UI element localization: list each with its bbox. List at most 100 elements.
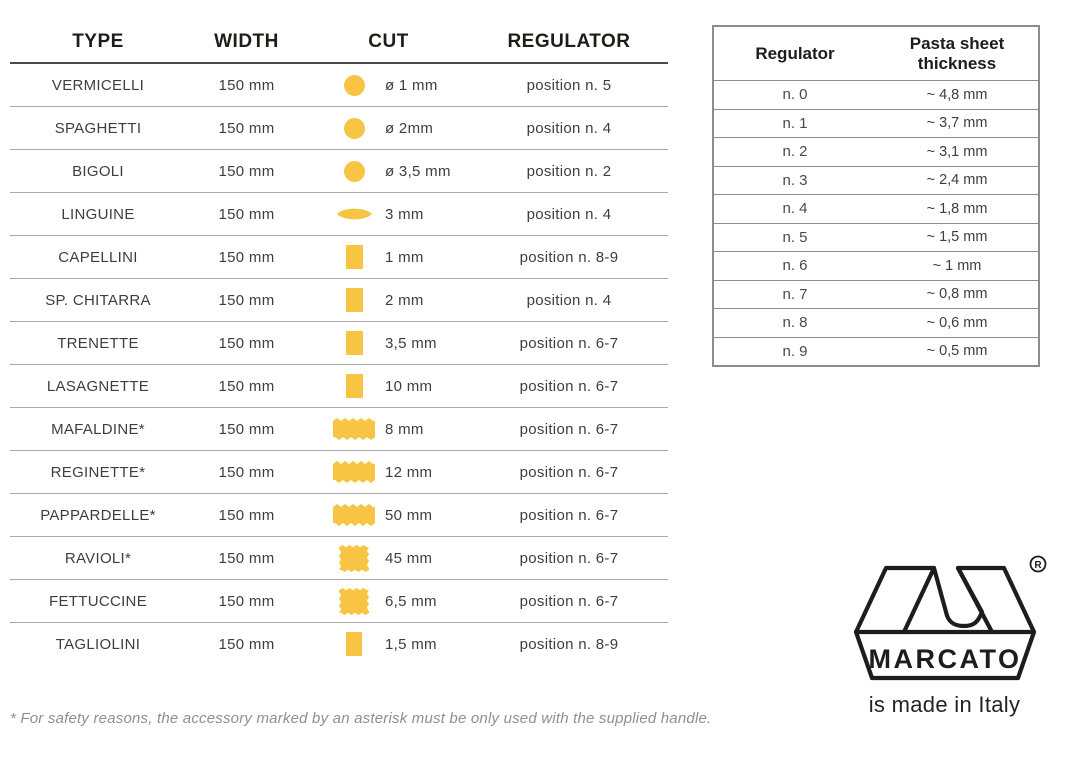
marcato-logo: R MARCATO is made in Italy <box>842 550 1047 718</box>
table-row: n. 2 ~ 3,1 mm <box>714 137 1038 166</box>
regulator-table-header: Regulator Pasta sheet thickness <box>714 27 1038 80</box>
col-header-width: WIDTH <box>214 31 279 52</box>
table-row: n. 0 ~ 4,8 mm <box>714 80 1038 109</box>
regulator-position: n. 8 <box>782 314 808 332</box>
wavy-ribbon-cut-icon <box>331 504 377 526</box>
round-cut-icon <box>331 160 377 182</box>
wavy-ribbon-cut-icon <box>331 461 377 483</box>
pasta-cut: 2 mm <box>307 288 470 312</box>
pasta-regulator: position n. 6-7 <box>519 506 619 524</box>
pasta-cut: 45 mm <box>307 544 470 572</box>
pasta-cut: ø 3,5 mm <box>307 160 470 182</box>
pasta-regulator: position n. 4 <box>526 119 612 137</box>
sheet-thickness: ~ 3,1 mm <box>926 143 988 160</box>
pasta-type: SPAGHETTI <box>54 119 142 137</box>
pasta-cut: ø 1 mm <box>307 74 470 96</box>
brand-name: MARCATO <box>869 644 1022 674</box>
regulator-position: n. 9 <box>782 342 808 360</box>
pasta-width: 150 mm <box>218 76 275 94</box>
zigzag-square-cut-icon <box>331 544 377 572</box>
wavy-ribbon-cut-icon <box>331 418 377 440</box>
sheet-thickness: ~ 4,8 mm <box>926 86 988 103</box>
pasta-cut: 10 mm <box>307 374 470 398</box>
table-row: BIGOLI 150 mm ø 3,5 mm position n. 2 <box>10 150 668 193</box>
table-row: SP. CHITARRA 150 mm 2 mm position n. 4 <box>10 279 668 322</box>
table-row: TAGLIOLINI 150 mm 1,5 mm position n. 8-9 <box>10 623 668 665</box>
table-row: n. 6 ~ 1 mm <box>714 251 1038 280</box>
square-cut-icon <box>331 632 377 656</box>
pasta-type: TRENETTE <box>57 334 139 352</box>
pasta-regulator: position n. 2 <box>526 162 612 180</box>
square-cut-icon <box>331 245 377 269</box>
registered-trademark-icon: R <box>1029 555 1047 573</box>
square-cut-icon <box>331 331 377 355</box>
pasta-table-header: TYPE WIDTH CUT REGULATOR <box>10 22 668 64</box>
pasta-width: 150 mm <box>218 463 275 481</box>
pasta-cut: 8 mm <box>307 418 470 440</box>
regulator-position: n. 1 <box>782 114 808 132</box>
col-header-type: TYPE <box>72 31 124 52</box>
table-row: PAPPARDELLE* 150 mm 50 mm position n. 6-… <box>10 494 668 537</box>
table-row: REGINETTE* 150 mm 12 mm position n. 6-7 <box>10 451 668 494</box>
pasta-regulator: position n. 4 <box>526 205 612 223</box>
pasta-width: 150 mm <box>218 420 275 438</box>
table-row: n. 5 ~ 1,5 mm <box>714 222 1038 252</box>
table-row: CAPELLINI 150 mm 1 mm position n. 8-9 <box>10 236 668 279</box>
pasta-type: REGINETTE* <box>50 463 146 481</box>
col-header-cut: CUT <box>368 31 409 52</box>
pasta-regulator: position n. 8-9 <box>519 248 619 266</box>
pasta-type: FETTUCCINE <box>49 592 147 610</box>
safety-footnote: * For safety reasons, the accessory mark… <box>10 710 712 727</box>
table-row: n. 8 ~ 0,6 mm <box>714 308 1038 337</box>
pasta-regulator: position n. 6-7 <box>519 463 619 481</box>
table-row: FETTUCCINE 150 mm 6,5 mm position n. 6-7 <box>10 580 668 623</box>
pasta-regulator: position n. 4 <box>526 291 612 309</box>
sheet-thickness: ~ 1 mm <box>932 257 982 274</box>
pasta-regulator: position n. 5 <box>526 76 612 94</box>
table-row: n. 4 ~ 1,8 mm <box>714 194 1038 223</box>
regulator-thickness-table: Regulator Pasta sheet thickness n. 0 ~ 4… <box>712 25 1040 367</box>
table-row: n. 3 ~ 2,4 mm <box>714 165 1038 195</box>
pasta-cut: 1,5 mm <box>307 632 470 656</box>
round-cut-icon <box>331 117 377 139</box>
marcato-logo-mark: R MARCATO <box>853 555 1047 681</box>
pasta-cut: 3,5 mm <box>307 331 470 355</box>
pasta-width: 150 mm <box>218 291 275 309</box>
col-header-regulator: Regulator <box>755 43 835 63</box>
sheet-thickness: ~ 0,6 mm <box>926 314 988 331</box>
pasta-type: VERMICELLI <box>51 76 145 94</box>
pasta-type: TAGLIOLINI <box>55 635 141 653</box>
table-row: n. 9 ~ 0,5 mm <box>714 336 1038 366</box>
table-row: SPAGHETTI 150 mm ø 2mm position n. 4 <box>10 107 668 150</box>
pasta-cut: 1 mm <box>307 245 470 269</box>
round-cut-icon <box>331 74 377 96</box>
pasta-cut-table: TYPE WIDTH CUT REGULATOR VERMICELLI 150 … <box>10 22 668 665</box>
pasta-regulator: position n. 6-7 <box>519 549 619 567</box>
pasta-width: 150 mm <box>218 119 275 137</box>
pasta-regulator: position n. 6-7 <box>519 592 619 610</box>
table-row: VERMICELLI 150 mm ø 1 mm position n. 5 <box>10 64 668 107</box>
registered-symbol: R <box>1034 560 1042 571</box>
lens-cut-icon <box>331 206 377 222</box>
pasta-type: PAPPARDELLE* <box>40 506 156 524</box>
table-row: RAVIOLI* 150 mm 45 mm position n. 6-7 <box>10 537 668 580</box>
pasta-cut: 12 mm <box>307 461 470 483</box>
table-row: n. 1 ~ 3,7 mm <box>714 108 1038 138</box>
pasta-width: 150 mm <box>218 592 275 610</box>
pasta-type: CAPELLINI <box>58 248 138 266</box>
regulator-position: n. 7 <box>782 285 808 303</box>
pasta-regulator: position n. 6-7 <box>519 420 619 438</box>
col-header-thickness: Pasta sheet thickness <box>909 34 1005 73</box>
col-header-regulator: REGULATOR <box>507 31 631 52</box>
regulator-position: n. 2 <box>782 143 808 161</box>
pasta-width: 150 mm <box>218 334 275 352</box>
pasta-type: LASAGNETTE <box>46 377 150 395</box>
regulator-position: n. 0 <box>782 86 808 104</box>
pasta-type: LINGUINE <box>61 205 135 223</box>
pasta-type: BIGOLI <box>72 162 124 180</box>
pasta-cut: 6,5 mm <box>307 587 470 615</box>
square-cut-icon <box>331 288 377 312</box>
sheet-thickness: ~ 1,5 mm <box>926 229 988 246</box>
regulator-position: n. 3 <box>782 171 808 189</box>
pasta-width: 150 mm <box>218 248 275 266</box>
